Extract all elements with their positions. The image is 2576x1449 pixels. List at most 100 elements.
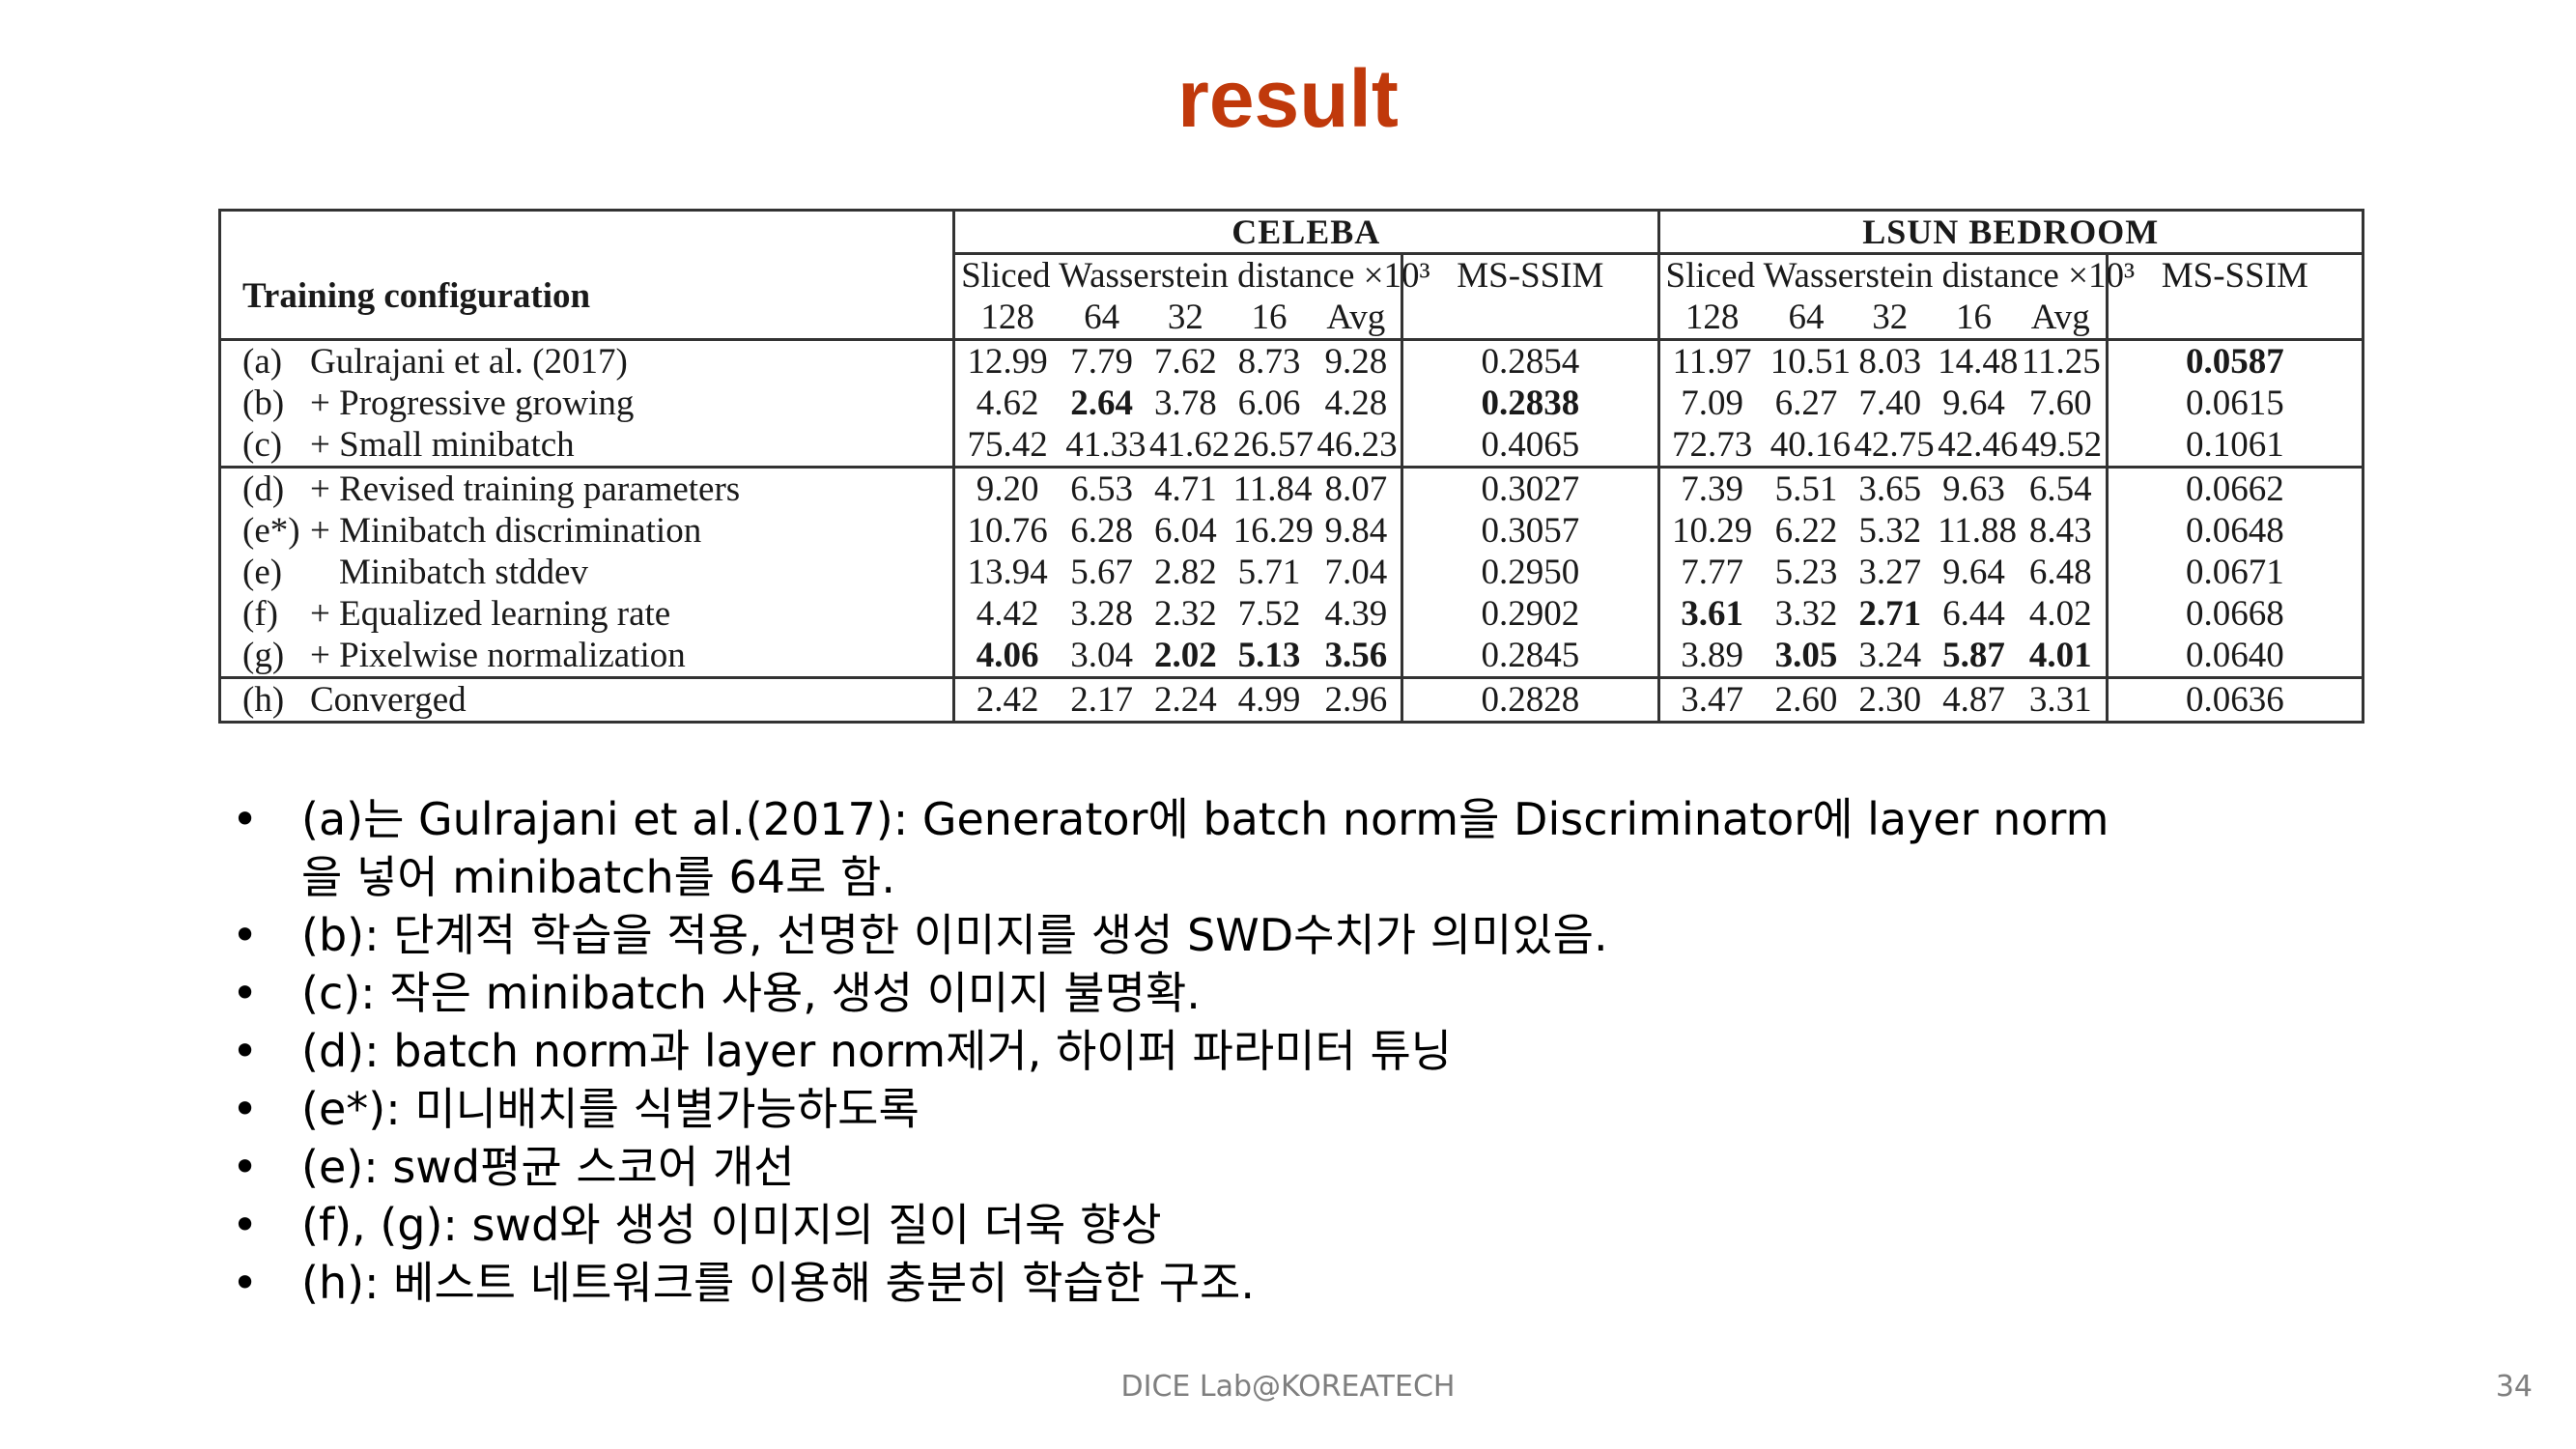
table-row: (e*) + Minibatch discrimination 10.76 6.28 6… [217, 510, 2365, 552]
lsun-msssim-cell: 0.0615 [2105, 383, 2365, 424]
lsun-res-col-128: 128 [1656, 297, 1765, 340]
celeba-swd-cell: 4.42 [952, 593, 1061, 635]
celeba-swd-cell: 4.99 [1227, 676, 1312, 724]
row-id: (c) [242, 425, 283, 465]
row-config-label: (b) + Progressive growing [217, 383, 954, 424]
row-config-label: (d) + Revised training parameters [217, 466, 954, 510]
row-id: (b) [242, 384, 285, 423]
celeba-swd-cell: 6.04 [1153, 511, 1217, 551]
lsun-swd-cell: 14.48 [1932, 338, 2018, 383]
lsun-swd-cell: 2.60 [1764, 676, 1849, 724]
lsun-swd-cell: 7.40 [1858, 384, 1922, 423]
lsun-swd-cell: 3.32 [1774, 594, 1838, 634]
lsun-msssim-cell: 0.0671 [2105, 552, 2365, 593]
celeba-swd-cell: 3.28 [1070, 594, 1133, 634]
celeba-swd-cell: 7.52 [1237, 594, 1301, 634]
lsun-swd-cell: 10.51 [1764, 338, 1851, 383]
lsun-swd-cell: 3.27 [1858, 553, 1922, 592]
celeba-msssim-cell: 0.3027 [1401, 466, 1659, 510]
lsun-msssim-cell: 0.1061 [2105, 424, 2365, 468]
row-label: Minibatch stddev [339, 553, 588, 592]
celeba-msssim-cell: 0.2828 [1401, 676, 1659, 724]
slide-title: result [1177, 53, 1399, 144]
row-id: (d) [242, 469, 285, 509]
celeba-swd-cell: 2.82 [1153, 553, 1217, 592]
row-label: + Equalized learning rate [310, 594, 671, 634]
lsun-swd-cell: 5.51 [1764, 466, 1849, 510]
celeba-msssim-spacer [1401, 297, 1659, 340]
header-blank-cell [217, 209, 954, 254]
celeba-swd-cell: 9.84 [1324, 511, 1388, 551]
lsun-swd-cell: 4.87 [1932, 676, 2016, 724]
lsun-swd-cell: 11.88 [1938, 511, 2018, 551]
lsun-swd-cell: 5.32 [1858, 511, 1922, 551]
lsun-swd-cell: 2.30 [1848, 676, 1933, 724]
row-label: Gulrajani et al. (2017) [310, 342, 628, 382]
lsun-swd-cell: 7.39 [1656, 466, 1765, 510]
celeba-swd-cell: 2.24 [1143, 676, 1228, 724]
row-label: + Small minibatch [310, 425, 575, 465]
lsun-swd-cell: 3.47 [1656, 676, 1765, 724]
celeba-swd-cell: 6.28 [1070, 511, 1133, 551]
lsun-swd-cell: 3.65 [1848, 466, 1933, 510]
lsun-swd-cell: 9.64 [1942, 384, 2005, 423]
celeba-swd-cell: 26.57 [1232, 425, 1314, 465]
celeba-swd-cell: 75.42 [952, 424, 1061, 468]
celeba-swd-cell: 4.39 [1324, 594, 1388, 634]
bullet-item: (b): 단계적 학습을 적용, 선명한 이미지를 생성 SWD수치가 의미있음… [232, 906, 2357, 964]
celeba-swd-cell: 3.56 [1324, 636, 1388, 675]
lsun-swd-cell: 6.48 [2028, 553, 2092, 592]
celeba-res-col-16: 16 [1251, 298, 1288, 337]
bullet-list: (a)는 Gulrajani et al.(2017): Generator에 … [232, 790, 2357, 1312]
celeba-res-col-64: 64 [1084, 298, 1120, 337]
row-id: (a) [242, 342, 283, 382]
lsun-swd-cell: 8.03 [1848, 338, 1933, 383]
row-config-label: (c) + Small minibatch [217, 424, 954, 468]
celeba-msssim-cell: 0.3057 [1401, 510, 1659, 552]
msssim-header-celeba: MS-SSIM [1401, 252, 1659, 297]
lsun-res-col-32: 32 [1872, 298, 1909, 337]
lsun-swd-cell: 4.01 [2028, 636, 2092, 675]
lsun-msssim-cell: 0.0587 [2105, 338, 2365, 383]
row-id: (e*) [242, 511, 300, 551]
lsun-swd-cell: 3.24 [1858, 636, 1922, 675]
celeba-res-col-128: 128 [952, 297, 1061, 340]
lsun-swd-cell: 72.73 [1656, 424, 1765, 468]
group-header-celeba: CELEBA [952, 209, 1659, 254]
msssim-header-lsun: MS-SSIM [2105, 252, 2365, 297]
lsun-swd-cell: 8.43 [2028, 511, 2092, 551]
celeba-swd-cell: 6.53 [1060, 466, 1144, 510]
celeba-swd-cell: 4.28 [1324, 384, 1388, 423]
table-row: (d) + Revised training parameters 9.20 6.53… [217, 466, 2365, 510]
row-id: (g) [242, 636, 285, 675]
row-label: + Minibatch discrimination [310, 511, 702, 551]
lsun-res-col-avg: Avg [2030, 298, 2090, 337]
celeba-swd-cell: 2.17 [1060, 676, 1144, 724]
lsun-msssim-cell: 0.0640 [2105, 635, 2365, 678]
row-config-label: (g) + Pixelwise normalization [217, 635, 954, 678]
swd-header-celeba: Sliced Wasserstein distance ×10³ [952, 252, 1430, 297]
bullet-item: (d): batch norm과 layer norm제거, 하이퍼 파라미터 … [232, 1022, 2357, 1080]
row-label: + Progressive growing [310, 384, 635, 423]
table-row: (h) Converged 2.42 2.17 2.24 4.99 2.96 0.2828 3.… [217, 676, 2365, 724]
lsun-swd-cell: 7.09 [1656, 383, 1765, 424]
footer-text: DICE Lab@KOREATECH [1120, 1370, 1456, 1404]
row-label: + Revised training parameters [310, 469, 741, 509]
lsun-swd-cell: 11.25 [2015, 338, 2108, 383]
table-row: (b) + Progressive growing 4.62 2.64 3.78 6.06… [217, 383, 2365, 424]
row-label: + Pixelwise normalization [310, 636, 686, 675]
bullet-item: (e*): 미니배치를 식별가능하도록 [232, 1080, 2357, 1138]
lsun-res-col-64: 64 [1788, 298, 1825, 337]
lsun-swd-cell: 42.75 [1854, 425, 1935, 465]
lsun-res-col-16: 16 [1955, 298, 1992, 337]
lsun-swd-cell: 6.27 [1774, 384, 1838, 423]
lsun-swd-cell: 42.46 [1938, 425, 2019, 465]
lsun-swd-cell: 6.54 [2015, 466, 2108, 510]
lsun-swd-cell: 3.61 [1656, 593, 1765, 635]
lsun-swd-cell: 5.87 [1942, 636, 2005, 675]
celeba-swd-cell: 5.67 [1070, 553, 1133, 592]
celeba-swd-cell: 13.94 [952, 552, 1061, 593]
celeba-msssim-cell: 0.2845 [1401, 635, 1659, 678]
celeba-res-col-avg: Avg [1326, 298, 1386, 337]
lsun-swd-cell: 11.97 [1656, 338, 1765, 383]
